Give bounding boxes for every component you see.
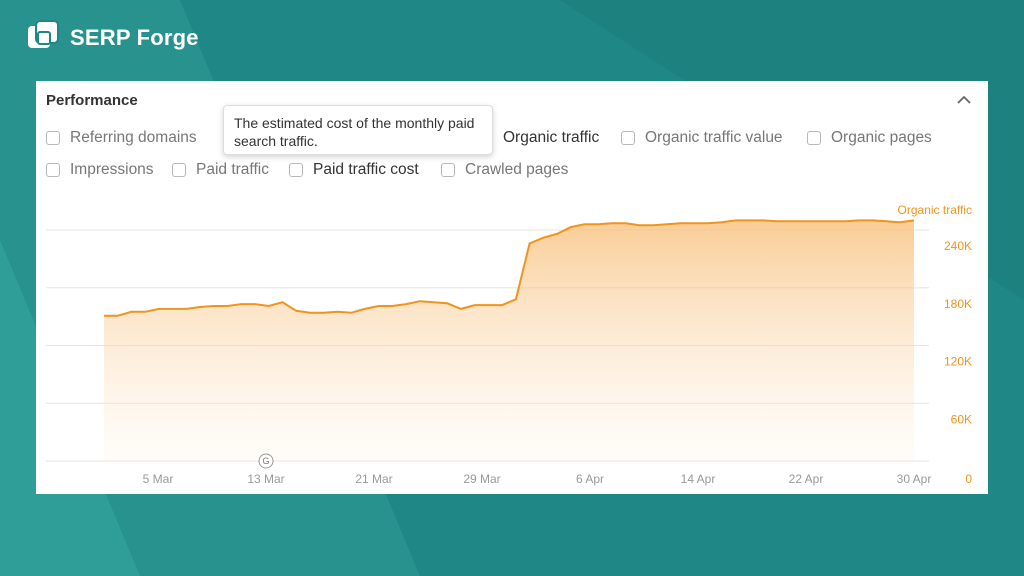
chevron-up-icon[interactable] xyxy=(954,91,974,109)
filter-paid-traffic[interactable]: Paid traffic xyxy=(172,161,269,179)
filter-organic-pages[interactable]: Organic pages xyxy=(807,129,932,147)
filter-row: Referring domains Organic traffic Organi… xyxy=(46,129,976,161)
checkbox[interactable] xyxy=(46,131,60,145)
y-tick-label: 180K xyxy=(944,297,972,311)
organic-traffic-area xyxy=(104,220,914,461)
y-tick-label: 240K xyxy=(944,239,972,253)
filter-paid-traffic-cost[interactable]: Paid traffic cost xyxy=(289,161,419,179)
filter-organic-traffic[interactable]: Organic traffic xyxy=(479,129,599,147)
x-tick-label: 29 Mar xyxy=(463,472,500,486)
y-tick-label: 60K xyxy=(951,412,972,426)
brand: SERP Forge xyxy=(26,20,199,56)
google-update-marker[interactable]: G xyxy=(258,453,274,469)
series-label: Organic traffic xyxy=(898,203,972,217)
x-tick-label: 22 Apr xyxy=(789,472,824,486)
x-tick-label: 6 Apr xyxy=(576,472,604,486)
checkbox[interactable] xyxy=(441,163,455,177)
checkbox[interactable] xyxy=(289,163,303,177)
checkbox[interactable] xyxy=(621,131,635,145)
tooltip: The estimated cost of the monthly paid s… xyxy=(223,105,493,155)
panel-title: Performance xyxy=(46,92,138,109)
brand-name: SERP Forge xyxy=(70,25,199,50)
filter-label: Organic traffic value xyxy=(645,129,783,146)
x-tick-label: 13 Mar xyxy=(247,472,284,486)
filter-label: Crawled pages xyxy=(465,161,569,178)
filter-referring-domains[interactable]: Referring domains xyxy=(46,129,197,147)
organic-traffic-line xyxy=(104,219,915,317)
checkbox[interactable] xyxy=(46,163,60,177)
checkbox[interactable] xyxy=(172,163,186,177)
x-tick-label: 5 Mar xyxy=(143,472,174,486)
google-update-marker-label: G xyxy=(262,456,269,466)
filter-label: Paid traffic cost xyxy=(313,161,419,178)
filter-label: Organic pages xyxy=(831,129,932,146)
y-tick-label: 120K xyxy=(944,355,972,369)
organic-traffic-chart: Organic traffic 240K 180K 120K 60K 0 5 Mar 13… xyxy=(46,203,972,486)
x-tick-label: 14 Apr xyxy=(681,472,716,486)
filter-crawled-pages[interactable]: Crawled pages xyxy=(441,161,568,179)
serp-forge-logo-icon xyxy=(28,20,59,48)
filter-row: Impressions Paid traffic Paid traffic co… xyxy=(46,161,976,193)
x-tick-label: 30 Apr xyxy=(897,472,932,486)
x-tick-label: 21 Mar xyxy=(355,472,392,486)
filter-label: Paid traffic xyxy=(196,161,269,178)
filter-label: Referring domains xyxy=(70,129,197,146)
filter-impressions[interactable]: Impressions xyxy=(46,161,154,179)
checkbox[interactable] xyxy=(807,131,821,145)
filter-label: Organic traffic xyxy=(503,129,600,146)
filter-label: Impressions xyxy=(70,161,154,178)
y-tick-label: 0 xyxy=(965,472,972,486)
filter-organic-traffic-value[interactable]: Organic traffic value xyxy=(621,129,783,147)
performance-panel: Performance Referring domains Organic tr… xyxy=(36,81,988,494)
metric-filters: Referring domains Organic traffic Organi… xyxy=(46,129,976,193)
